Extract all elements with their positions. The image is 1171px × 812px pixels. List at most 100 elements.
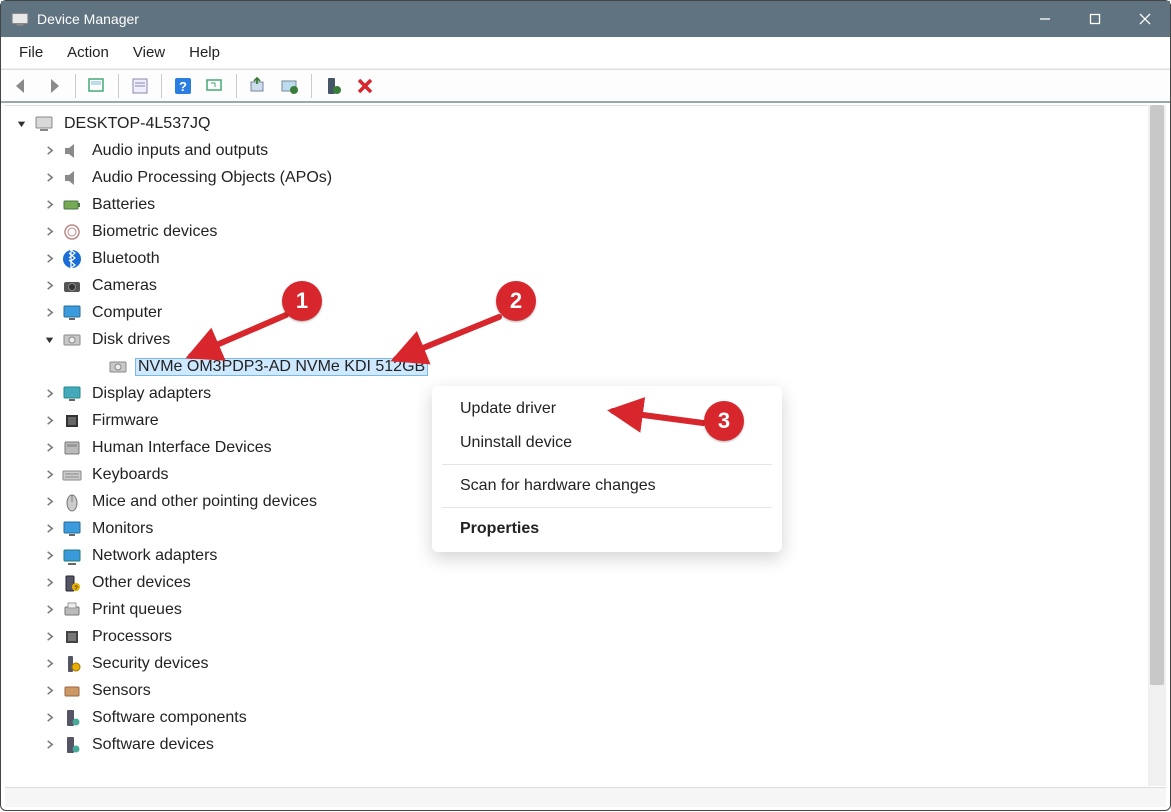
chevron-right-icon[interactable]	[41, 386, 57, 402]
back-button[interactable]	[7, 73, 37, 99]
other-icon: ?	[61, 572, 83, 594]
chevron-right-icon	[87, 359, 103, 375]
update-driver-button[interactable]	[243, 73, 273, 99]
keyboard-icon	[61, 464, 83, 486]
tree-category-computer[interactable]: Computer	[11, 299, 1166, 326]
chevron-right-icon[interactable]	[41, 143, 57, 159]
tree-category-security-devices[interactable]: Security devices	[11, 650, 1166, 677]
vertical-scrollbar[interactable]	[1148, 105, 1166, 786]
chevron-right-icon[interactable]	[41, 278, 57, 294]
chevron-right-icon[interactable]	[41, 305, 57, 321]
chevron-down-icon[interactable]	[13, 116, 29, 132]
tree-item-label: Software devices	[89, 736, 217, 754]
properties-button[interactable]	[125, 73, 155, 99]
help-button[interactable]: ?	[168, 73, 198, 99]
chevron-right-icon[interactable]	[41, 683, 57, 699]
svg-text:?: ?	[179, 79, 187, 94]
security-icon	[61, 653, 83, 675]
tree-item-label: Human Interface Devices	[89, 439, 275, 457]
chevron-right-icon[interactable]	[41, 629, 57, 645]
tree-category-disk-drives[interactable]: Disk drives	[11, 326, 1166, 353]
chevron-right-icon[interactable]	[41, 440, 57, 456]
menu-help[interactable]: Help	[177, 40, 232, 65]
uninstall-device-button[interactable]	[275, 73, 305, 99]
display-icon	[61, 383, 83, 405]
tree-item-label: Sensors	[89, 682, 154, 700]
toolbar-separator	[311, 74, 312, 98]
chevron-right-icon[interactable]	[41, 710, 57, 726]
disk-icon	[61, 329, 83, 351]
chevron-right-icon[interactable]	[41, 737, 57, 753]
tree-item-label: Monitors	[89, 520, 156, 538]
tree-item-label: Mice and other pointing devices	[89, 493, 320, 511]
chevron-right-icon[interactable]	[41, 602, 57, 618]
menu-view[interactable]: View	[121, 40, 177, 65]
chevron-right-icon[interactable]	[41, 251, 57, 267]
tree-category-audio-processing-objects-apos-[interactable]: Audio Processing Objects (APOs)	[11, 164, 1166, 191]
forward-button[interactable]	[39, 73, 69, 99]
disable-device-button[interactable]	[350, 73, 380, 99]
chip-icon	[61, 410, 83, 432]
camera-icon	[61, 275, 83, 297]
window-title: Device Manager	[37, 11, 139, 27]
show-hidden-devices-button[interactable]	[82, 73, 112, 99]
menu-action[interactable]: Action	[55, 40, 121, 65]
chevron-right-icon[interactable]	[41, 197, 57, 213]
chevron-right-icon[interactable]	[41, 224, 57, 240]
chevron-right-icon[interactable]	[41, 467, 57, 483]
tree-category-cameras[interactable]: Cameras	[11, 272, 1166, 299]
tree-item-label: Software components	[89, 709, 250, 727]
sensor-icon	[61, 680, 83, 702]
tree-category-sensors[interactable]: Sensors	[11, 677, 1166, 704]
tree-item-label: Print queues	[89, 601, 185, 619]
tree-category-software-components[interactable]: Software components	[11, 704, 1166, 731]
scan-hardware-button[interactable]	[200, 73, 230, 99]
close-button[interactable]	[1120, 1, 1170, 37]
tree-root-node[interactable]: DESKTOP-4L537JQ	[11, 110, 1166, 137]
tree-item-label: Disk drives	[89, 331, 173, 349]
chevron-down-icon[interactable]	[41, 332, 57, 348]
context-menu-separator	[442, 507, 772, 508]
context-menu-item-scan-for-hardware-changes[interactable]: Scan for hardware changes	[432, 469, 782, 503]
menubar: File Action View Help	[1, 37, 1170, 69]
tree-item-label: NVMe OM3PDP3-AD NVMe KDI 512GB	[135, 358, 428, 376]
tree-category-audio-inputs-and-outputs[interactable]: Audio inputs and outputs	[11, 137, 1166, 164]
tree-item-label: Firmware	[89, 412, 162, 430]
tree-device-item[interactable]: NVMe OM3PDP3-AD NVMe KDI 512GB	[11, 353, 1166, 380]
speaker-icon	[61, 140, 83, 162]
disk-icon	[107, 356, 129, 378]
menu-file[interactable]: File	[7, 40, 55, 65]
tree-category-biometric-devices[interactable]: Biometric devices	[11, 218, 1166, 245]
titlebar: Device Manager	[1, 1, 1170, 37]
status-bar	[5, 787, 1166, 807]
toolbar-separator	[161, 74, 162, 98]
chevron-right-icon[interactable]	[41, 170, 57, 186]
chevron-right-icon[interactable]	[41, 656, 57, 672]
computer-icon	[33, 113, 55, 135]
monitor-icon	[61, 302, 83, 324]
maximize-button[interactable]	[1070, 1, 1120, 37]
context-menu-item-properties[interactable]: Properties	[432, 512, 782, 546]
tree-item-label: Other devices	[89, 574, 194, 592]
tree-category-print-queues[interactable]: Print queues	[11, 596, 1166, 623]
annotation-callout-3: 3	[704, 401, 744, 441]
chevron-right-icon[interactable]	[41, 494, 57, 510]
tree-item-label: Network adapters	[89, 547, 220, 565]
chevron-right-icon[interactable]	[41, 575, 57, 591]
tree-category-batteries[interactable]: Batteries	[11, 191, 1166, 218]
tree-category-software-devices[interactable]: Software devices	[11, 731, 1166, 758]
minimize-button[interactable]	[1020, 1, 1070, 37]
software-icon	[61, 734, 83, 756]
tree-category-bluetooth[interactable]: Bluetooth	[11, 245, 1166, 272]
tree-item-label: Batteries	[89, 196, 158, 214]
enable-device-button[interactable]	[318, 73, 348, 99]
tree-category-processors[interactable]: Processors	[11, 623, 1166, 650]
chevron-right-icon[interactable]	[41, 413, 57, 429]
tree-category-other-devices[interactable]: ? Other devices	[11, 569, 1166, 596]
software-icon	[61, 707, 83, 729]
tree-item-label: Audio inputs and outputs	[89, 142, 271, 160]
chevron-right-icon[interactable]	[41, 521, 57, 537]
tree-item-label: Bluetooth	[89, 250, 163, 268]
scrollbar-thumb[interactable]	[1150, 105, 1164, 685]
chevron-right-icon[interactable]	[41, 548, 57, 564]
